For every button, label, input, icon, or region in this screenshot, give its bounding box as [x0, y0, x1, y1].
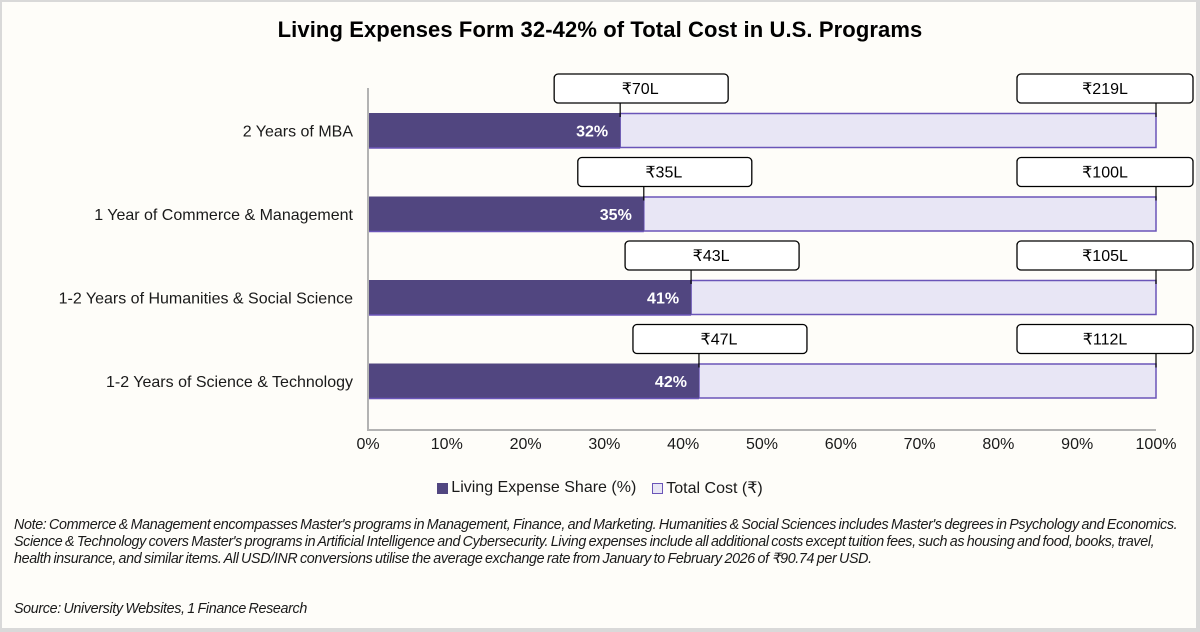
legend-item-living-expense: Living Expense Share (%) [437, 478, 636, 498]
x-tick-label: 30% [588, 436, 620, 453]
x-tick-label: 40% [667, 436, 699, 453]
x-tick-label: 50% [746, 436, 778, 453]
bar-total-cost [643, 196, 1157, 232]
x-tick-label: 20% [510, 436, 542, 453]
bar-living-expense [369, 363, 699, 399]
callout-total-cost: ₹112L [1083, 332, 1128, 349]
footnote: Note: Commerce & Management encompasses … [14, 517, 1178, 567]
legend-item-total-cost: Total Cost (₹) [652, 478, 763, 498]
x-tick-label: 60% [825, 436, 857, 453]
legend-swatch-total-cost [652, 482, 664, 494]
legend: Living Expense Share (%) Total Cost (₹) [0, 478, 1200, 498]
callout-total-cost: ₹219L [1082, 81, 1128, 98]
callout-total-cost: ₹100L [1082, 165, 1128, 182]
callout-box-total [1016, 240, 1194, 271]
bar-total-cost [698, 363, 1157, 399]
category-label: 1 Year of Commerce & Management [94, 207, 353, 224]
bar-total-cost [619, 112, 1157, 149]
legend-swatch-living-expense [437, 482, 449, 494]
bar-living-expense [369, 196, 644, 232]
bar-percent-label: 35% [600, 207, 632, 224]
callout-box-living [624, 240, 800, 271]
callout-box-living [577, 156, 753, 188]
callout-box-total [1016, 323, 1194, 355]
legend-label: Total Cost (₹) [666, 480, 763, 497]
x-tick-label: 70% [904, 436, 936, 453]
source-note: Source: University Websites, 1 Finance R… [14, 601, 307, 617]
callout-box-living [632, 323, 808, 355]
callout-living-cost: ₹35L [645, 165, 682, 182]
bar-chart: 0% 10% 20% 30% 40% 50% 60% 70% 80% 90% 100% 2 Years… [59, 73, 1194, 453]
callout-total-cost: ₹105L [1082, 248, 1128, 265]
callout-living-cost: ₹70L [622, 81, 659, 98]
x-tick-label: 10% [431, 436, 463, 453]
callout-living-cost: ₹47L [701, 332, 738, 349]
category-label: 1-2 Years of Humanities & Social Science [59, 291, 353, 308]
x-tick-label: 90% [1061, 436, 1093, 453]
bar-living-expense [369, 280, 692, 315]
legend-label: Living Expense Share (%) [451, 479, 637, 496]
bar-percent-label: 41% [647, 291, 679, 308]
callout-box-total [1016, 156, 1194, 188]
category-label: 2 Years of MBA [243, 124, 354, 141]
x-tick-label: 100% [1136, 436, 1177, 453]
callout-box-living [553, 73, 729, 104]
bar-living-expense [369, 113, 621, 148]
x-tick-label: 80% [982, 436, 1014, 453]
bar-total-cost [690, 279, 1157, 316]
x-tick-label: 0% [356, 436, 379, 453]
callout-box-total [1016, 73, 1194, 104]
callout-living-cost: ₹43L [693, 248, 730, 265]
chart-title: Living Expenses Form 32-42% of Total Cos… [277, 17, 923, 42]
bar-percent-label: 32% [576, 124, 608, 141]
bar-percent-label: 42% [655, 374, 687, 391]
category-label: 1-2 Years of Science & Technology [106, 374, 353, 391]
